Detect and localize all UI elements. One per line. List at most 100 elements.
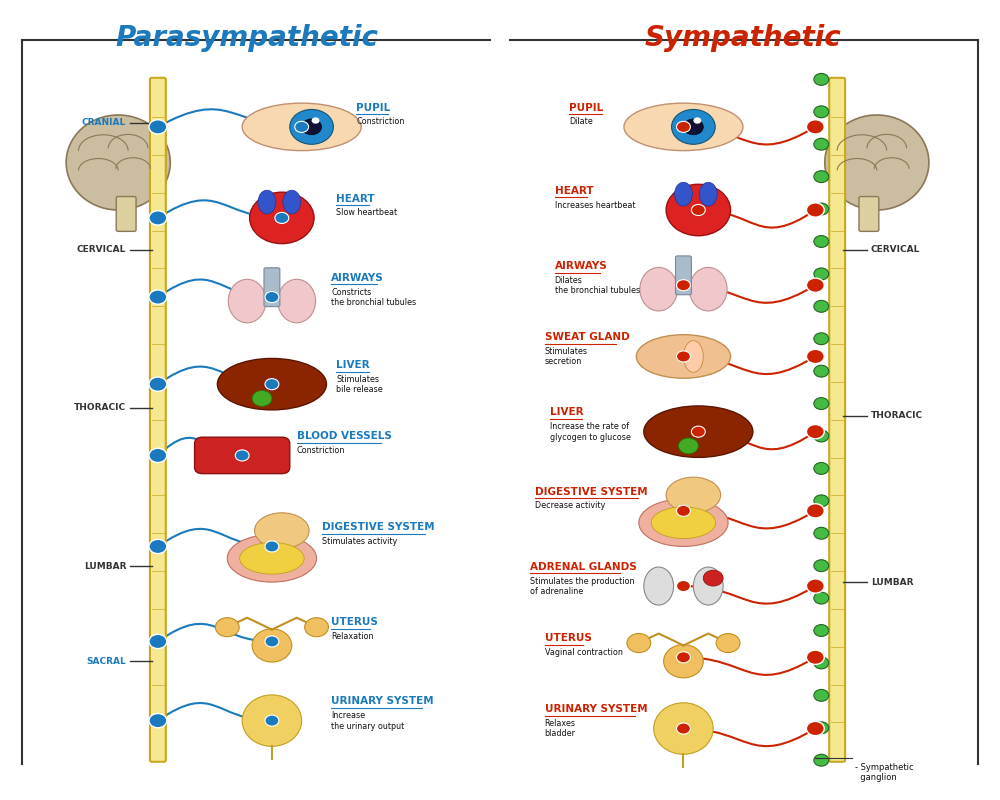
Text: ♥: ♥	[276, 215, 287, 228]
Text: SWEAT GLAND: SWEAT GLAND	[545, 332, 629, 342]
Ellipse shape	[258, 190, 276, 214]
Circle shape	[305, 618, 328, 637]
Text: Relaxes
bladder: Relaxes bladder	[545, 719, 576, 738]
Text: HEART: HEART	[336, 194, 375, 204]
Circle shape	[290, 110, 333, 144]
Text: Decrease activity: Decrease activity	[535, 502, 605, 510]
Circle shape	[149, 120, 167, 134]
Ellipse shape	[255, 513, 309, 549]
Circle shape	[814, 625, 829, 637]
Circle shape	[265, 378, 279, 390]
Circle shape	[814, 74, 829, 86]
Text: AIRWAYS: AIRWAYS	[555, 261, 607, 271]
Circle shape	[691, 205, 705, 215]
Text: LIVER: LIVER	[550, 407, 583, 418]
Circle shape	[814, 560, 829, 572]
Circle shape	[149, 210, 167, 225]
Circle shape	[814, 462, 829, 474]
Text: Increases heartbeat: Increases heartbeat	[555, 201, 635, 210]
Ellipse shape	[664, 645, 703, 678]
Text: URINARY SYSTEM: URINARY SYSTEM	[331, 696, 434, 706]
Text: Increase the rate of
glycogen to glucose: Increase the rate of glycogen to glucose	[550, 422, 630, 442]
Ellipse shape	[217, 358, 326, 410]
Text: Stimulates the production
of adrenaline: Stimulates the production of adrenaline	[530, 577, 634, 596]
Ellipse shape	[278, 279, 316, 323]
Circle shape	[814, 592, 829, 604]
Ellipse shape	[693, 567, 723, 605]
Ellipse shape	[644, 567, 674, 605]
Circle shape	[149, 539, 167, 554]
Text: HEART: HEART	[555, 186, 593, 196]
Circle shape	[814, 430, 829, 442]
Ellipse shape	[228, 279, 266, 323]
Text: Constricts
the bronchial tubules: Constricts the bronchial tubules	[331, 287, 417, 307]
Text: Increase
the urinary output: Increase the urinary output	[331, 711, 405, 730]
Text: Stimulates
bile release: Stimulates bile release	[336, 374, 383, 394]
Text: LUMBAR: LUMBAR	[84, 562, 126, 570]
Circle shape	[814, 235, 829, 247]
Text: Constriction: Constriction	[356, 118, 405, 126]
FancyBboxPatch shape	[859, 197, 879, 231]
Circle shape	[691, 426, 705, 438]
Circle shape	[265, 636, 279, 647]
Circle shape	[814, 690, 829, 702]
Text: LIVER: LIVER	[336, 360, 370, 370]
FancyBboxPatch shape	[150, 78, 166, 762]
Circle shape	[295, 122, 309, 133]
Ellipse shape	[227, 534, 317, 582]
Circle shape	[814, 170, 829, 182]
Text: Sympathetic: Sympathetic	[645, 24, 841, 52]
Text: Vaginal contraction: Vaginal contraction	[545, 648, 622, 657]
Circle shape	[703, 570, 723, 586]
Circle shape	[806, 650, 824, 665]
Ellipse shape	[666, 184, 731, 236]
Circle shape	[806, 278, 824, 292]
Text: ADRENAL GLANDS: ADRENAL GLANDS	[530, 562, 637, 572]
FancyBboxPatch shape	[676, 256, 691, 294]
Ellipse shape	[825, 115, 929, 210]
Text: PUPIL: PUPIL	[356, 102, 390, 113]
Circle shape	[806, 722, 824, 736]
Ellipse shape	[651, 507, 716, 538]
Text: Constriction: Constriction	[297, 446, 345, 455]
FancyBboxPatch shape	[195, 438, 290, 474]
Text: Stimulates
secretion: Stimulates secretion	[545, 347, 588, 366]
Ellipse shape	[240, 542, 304, 574]
Text: CERVICAL: CERVICAL	[871, 245, 920, 254]
Circle shape	[814, 495, 829, 506]
Circle shape	[149, 634, 167, 649]
Circle shape	[677, 122, 690, 133]
Text: URINARY SYSTEM: URINARY SYSTEM	[545, 704, 647, 714]
Circle shape	[683, 119, 703, 134]
Circle shape	[252, 390, 272, 406]
Ellipse shape	[242, 103, 361, 150]
Ellipse shape	[283, 190, 301, 214]
Text: CRANIAL: CRANIAL	[82, 118, 126, 127]
Circle shape	[814, 722, 829, 734]
Circle shape	[814, 203, 829, 215]
Text: SACRAL: SACRAL	[86, 657, 126, 666]
Circle shape	[149, 448, 167, 462]
Circle shape	[806, 203, 824, 217]
Circle shape	[693, 118, 701, 124]
Text: BLOOD VESSELS: BLOOD VESSELS	[297, 431, 392, 441]
Circle shape	[265, 715, 279, 726]
Text: THORACIC: THORACIC	[74, 403, 126, 413]
Circle shape	[302, 119, 322, 134]
Circle shape	[627, 634, 651, 653]
Ellipse shape	[636, 334, 731, 378]
Circle shape	[265, 541, 279, 552]
Circle shape	[265, 291, 279, 302]
Text: AIRWAYS: AIRWAYS	[331, 273, 384, 283]
Circle shape	[149, 377, 167, 391]
Circle shape	[677, 723, 690, 734]
Text: Relaxation: Relaxation	[331, 632, 374, 641]
Text: Parasympathetic: Parasympathetic	[116, 24, 379, 52]
Circle shape	[235, 450, 249, 461]
Ellipse shape	[66, 115, 170, 210]
Circle shape	[814, 138, 829, 150]
FancyBboxPatch shape	[116, 197, 136, 231]
Circle shape	[677, 581, 690, 591]
Text: Dilate: Dilate	[569, 118, 593, 126]
Circle shape	[814, 106, 829, 118]
